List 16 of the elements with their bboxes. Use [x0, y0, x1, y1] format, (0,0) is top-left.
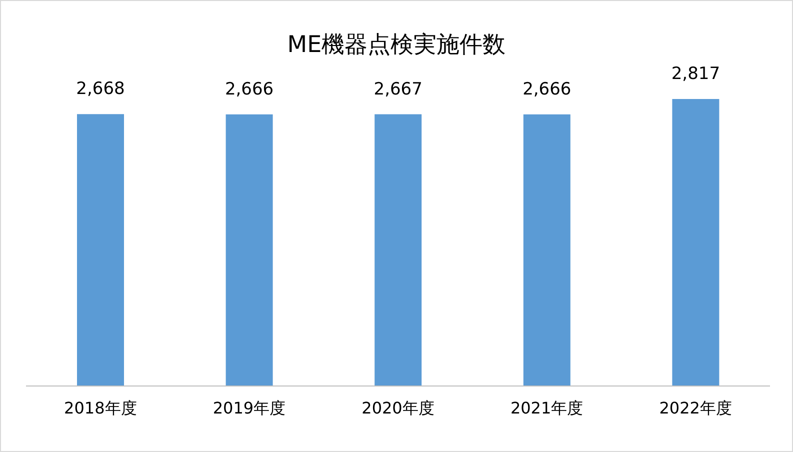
x-tick-label: 2019年度: [212, 398, 286, 418]
chart-title: ME機器点検実施件数: [286, 31, 507, 60]
bar: [77, 114, 124, 386]
data-label: 2,666: [522, 79, 572, 100]
bar: [672, 99, 720, 386]
x-tick-label: 2020年度: [362, 398, 434, 418]
x-tick-label: 2021年度: [510, 398, 584, 418]
bar: [523, 114, 570, 386]
data-label: 2,668: [76, 79, 125, 100]
data-label: 2,817: [671, 64, 720, 84]
x-tick-label: 2018年度: [64, 398, 137, 418]
x-tick-label: 2022年度: [659, 398, 732, 418]
bar: [226, 114, 273, 386]
data-label: 2,666: [224, 79, 274, 100]
data-label: 2,667: [374, 79, 422, 100]
bar: [374, 114, 422, 386]
